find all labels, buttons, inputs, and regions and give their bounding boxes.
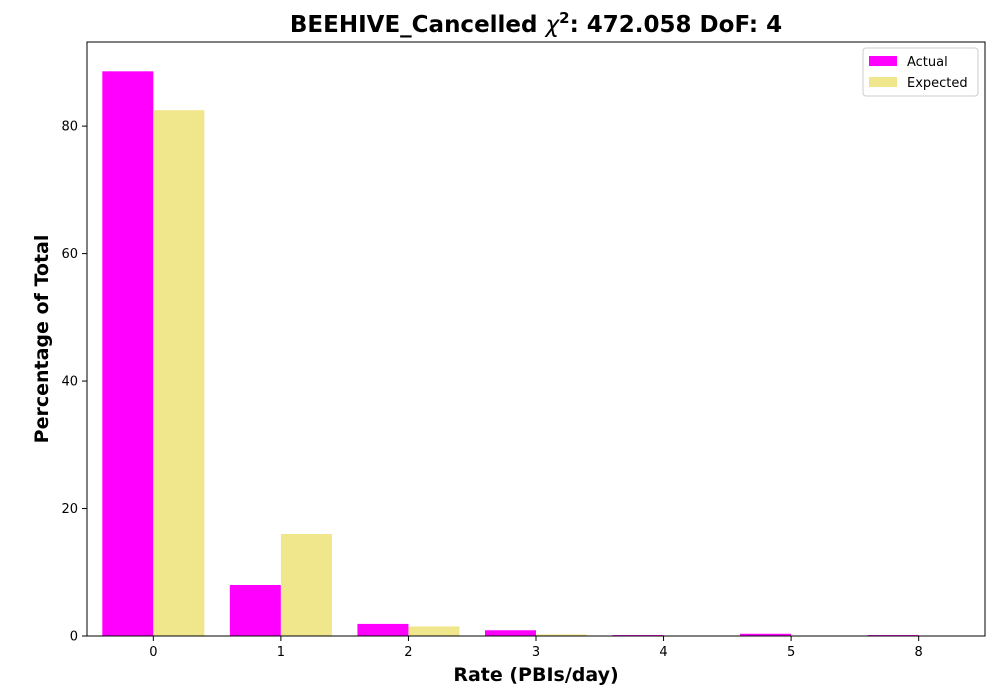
plot-frame <box>86 41 986 637</box>
legend-swatch-actual <box>869 56 897 66</box>
x-tick-label: 5 <box>787 645 795 660</box>
legend-label-actual: Actual <box>907 55 948 70</box>
x-axis-label: Rate (PBIs/day) <box>453 664 618 686</box>
x-tick-label: 4 <box>659 645 667 660</box>
y-axis-label: Percentage of Total <box>31 235 53 444</box>
chart-title: BEEHIVE_Cancelled χ2: 472.058 DoF: 4 <box>290 9 782 38</box>
bar-expected-0 <box>153 110 205 636</box>
x-tick-label: 2 <box>404 645 412 660</box>
y-tick-label: 60 <box>61 247 78 262</box>
legend: Actual Expected <box>862 47 979 97</box>
y-tick-label: 20 <box>61 502 78 517</box>
legend-swatch-expected <box>869 77 897 87</box>
bar-actual-2 <box>357 623 409 636</box>
bar-actual-1 <box>229 585 281 636</box>
bars-group <box>102 71 919 636</box>
y-tick-label: 40 <box>61 375 78 390</box>
bar-actual-0 <box>102 71 154 636</box>
bar-expected-2 <box>408 626 460 636</box>
x-tick-label: 1 <box>277 645 285 660</box>
x-tick-label: 3 <box>532 645 540 660</box>
bar-expected-1 <box>280 534 332 636</box>
x-tick-label: 8 <box>915 645 923 660</box>
bar-actual-5 <box>740 633 792 636</box>
bar-expected-3 <box>536 634 588 636</box>
legend-label-expected: Expected <box>907 76 968 91</box>
y-tick-label: 80 <box>61 120 78 135</box>
x-tick-label: 0 <box>149 645 157 660</box>
bar-actual-3 <box>484 630 536 636</box>
y-tick-label: 0 <box>70 630 78 645</box>
